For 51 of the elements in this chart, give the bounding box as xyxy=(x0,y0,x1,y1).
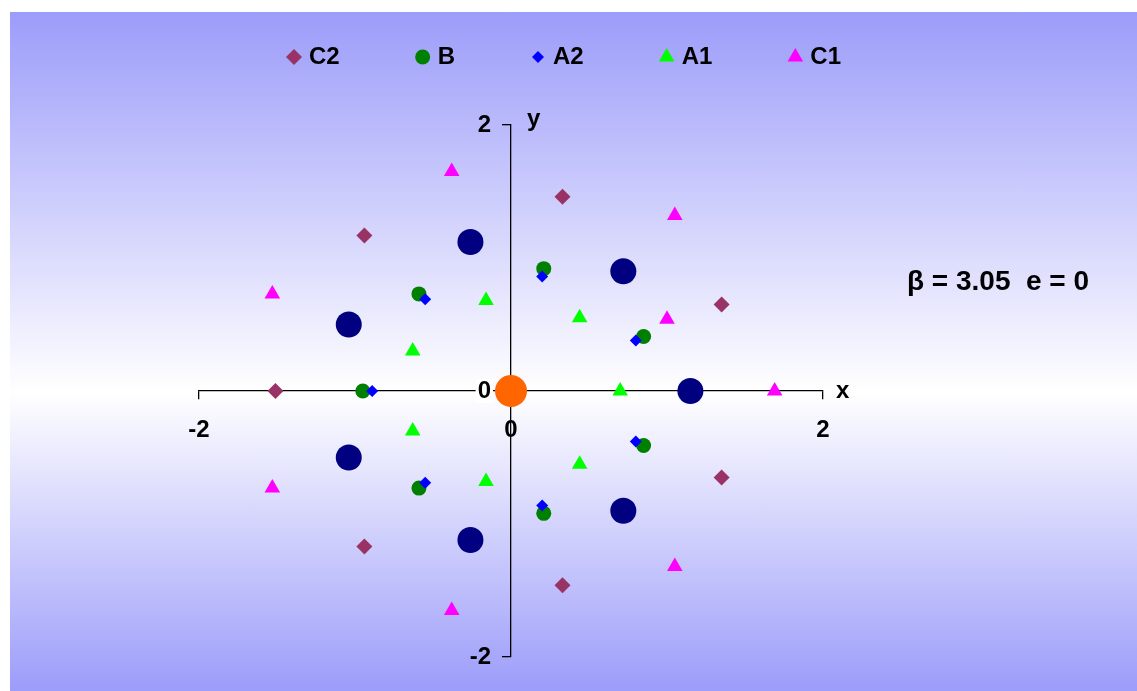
point xyxy=(571,308,588,323)
point xyxy=(335,444,362,471)
point xyxy=(713,296,730,313)
point xyxy=(478,472,494,486)
point xyxy=(571,455,588,469)
point xyxy=(457,229,484,256)
point xyxy=(629,435,642,448)
point xyxy=(713,469,730,486)
point xyxy=(366,385,379,397)
point xyxy=(356,538,373,555)
point xyxy=(457,526,484,553)
x-axis-title: x xyxy=(836,375,850,403)
point xyxy=(677,378,704,404)
point xyxy=(766,382,783,396)
point xyxy=(404,342,421,356)
point xyxy=(443,601,460,615)
point xyxy=(335,311,362,338)
legend-label: B xyxy=(437,41,455,69)
point xyxy=(264,479,281,493)
point xyxy=(659,310,675,324)
legend-label: A1 xyxy=(681,41,713,69)
point xyxy=(536,270,549,283)
y-tick-label: -2 xyxy=(469,641,491,669)
y-tick-label: 2 xyxy=(477,109,491,137)
point xyxy=(264,284,281,299)
point xyxy=(536,499,549,512)
point xyxy=(478,291,494,306)
legend-label: A2 xyxy=(552,41,584,69)
point xyxy=(629,334,642,347)
point xyxy=(419,293,432,306)
point xyxy=(404,421,421,436)
x-tick-label: 2 xyxy=(816,415,830,443)
y-tick-label: 0 xyxy=(477,375,491,403)
legend-label: C1 xyxy=(810,41,842,69)
point xyxy=(355,383,371,399)
point xyxy=(419,476,432,489)
x-tick-label: -2 xyxy=(188,415,210,443)
point xyxy=(667,206,683,220)
point xyxy=(356,227,373,244)
point xyxy=(667,557,683,572)
point xyxy=(610,497,637,524)
point xyxy=(267,383,284,399)
point xyxy=(610,258,637,285)
point xyxy=(612,382,628,396)
legend-label: C2 xyxy=(308,41,340,69)
point xyxy=(554,577,571,594)
y-axis-title: y xyxy=(527,104,541,131)
point xyxy=(443,162,460,177)
point xyxy=(554,188,571,205)
point xyxy=(495,375,527,407)
text: β = 3.05 e = 0 xyxy=(906,264,1090,296)
